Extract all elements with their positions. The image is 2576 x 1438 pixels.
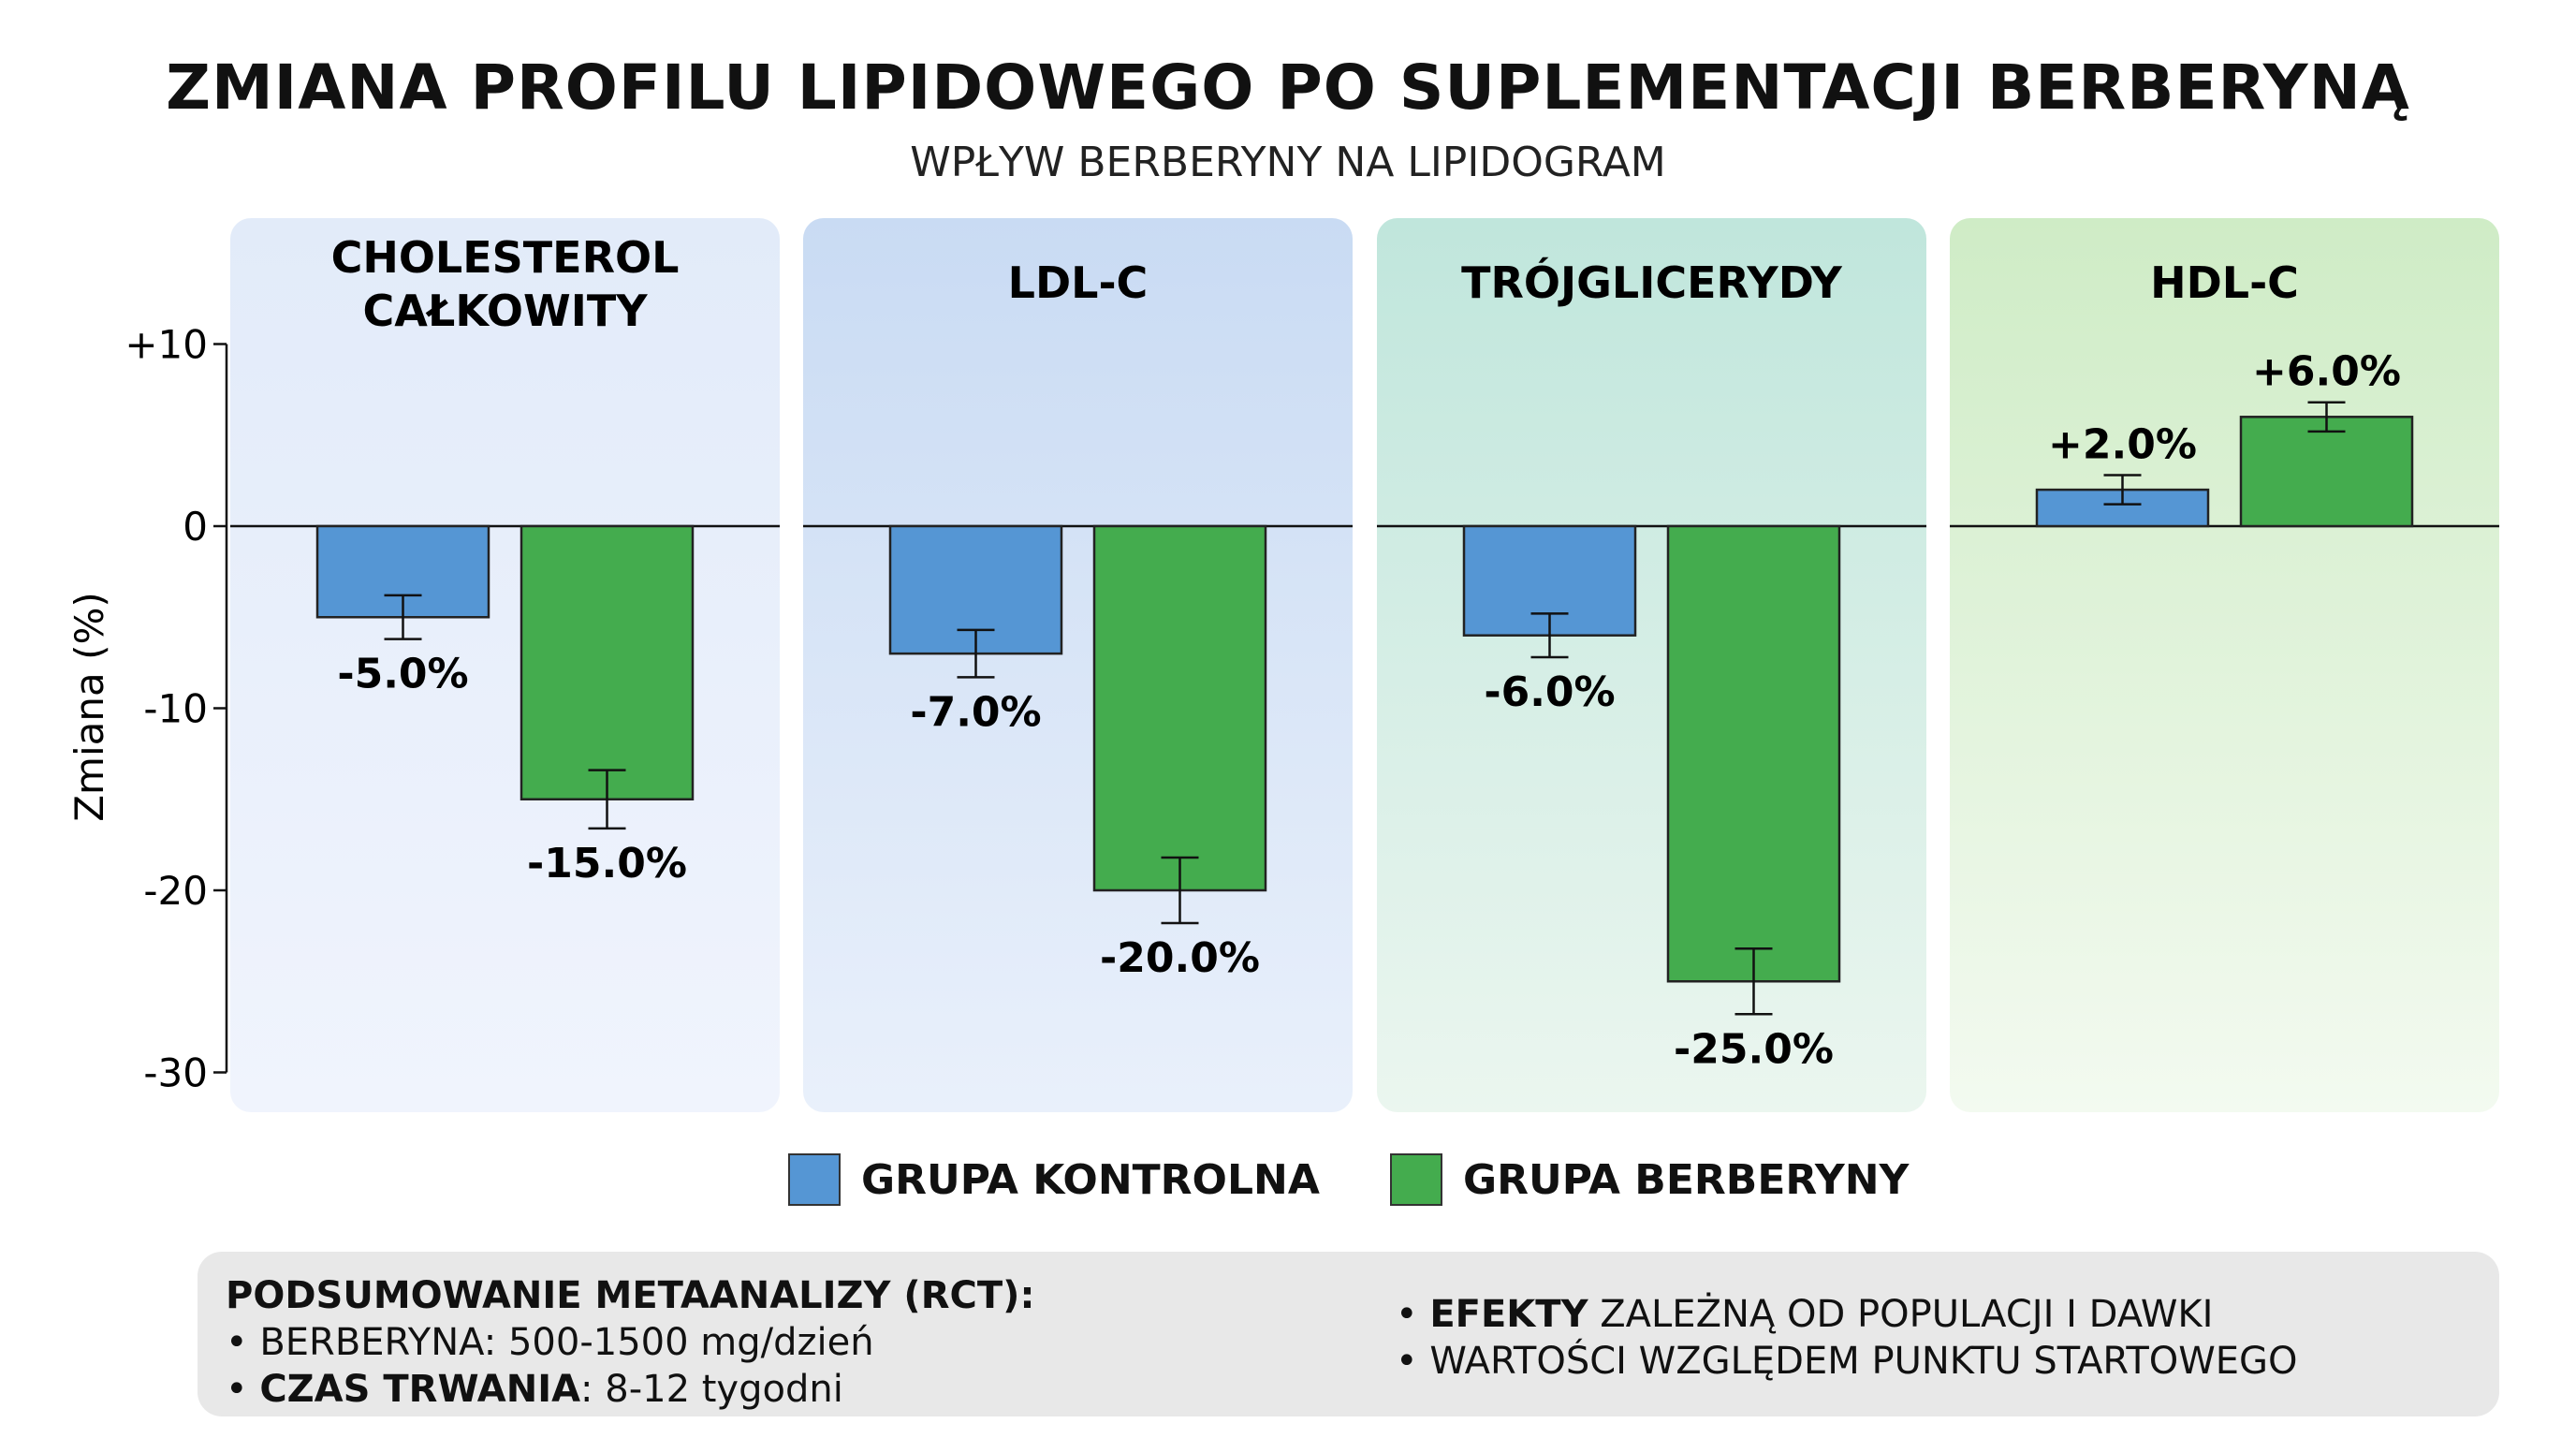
y-tick-label: -30 [143, 1050, 208, 1096]
bar [2239, 416, 2414, 528]
summary-item: • CZAS TRWANIA: 8-12 tygodni [226, 1368, 843, 1411]
y-tick-label: +10 [124, 322, 208, 368]
panel-title: LDL-C [1008, 257, 1149, 308]
bar [1666, 524, 1841, 983]
summary-item: • BERBERYNA: 500-1500 mg/dzień [226, 1321, 874, 1364]
legend-swatch-berberine [1390, 1153, 1442, 1206]
data-label: -25.0% [1674, 1025, 1834, 1073]
data-label: -20.0% [1100, 934, 1260, 982]
y-tick-label: -10 [143, 686, 208, 732]
data-label: -6.0% [1484, 668, 1615, 716]
panel-background [1377, 218, 1926, 1112]
bar [1092, 524, 1267, 892]
summary-item: • WARTOŚCI WZGLĘDEM PUNKTU STARTOWEGO [1396, 1340, 2298, 1383]
legend-swatch-control [788, 1153, 841, 1206]
panel-title: CAŁKOWITY [362, 286, 648, 336]
legend-item-control: GRUPA KONTROLNA [788, 1153, 1320, 1206]
chart-title: ZMIANA PROFILU LIPIDOWEGO PO SUPLEMENTAC… [166, 51, 2410, 124]
data-label: -5.0% [337, 651, 468, 698]
y-tick-label: 0 [183, 504, 208, 550]
data-label: -15.0% [527, 840, 687, 888]
chart-subtitle: WPŁYW BERBERYNY NA LIPIDOGRAM [910, 139, 1666, 186]
data-label: +2.0% [2048, 421, 2197, 469]
y-axis-label: Zmiana (%) [66, 592, 112, 821]
bar [520, 524, 695, 800]
panel-title: TRÓJGLICERYDY [1461, 257, 1842, 308]
legend-item-berberine: GRUPA BERBERYNY [1390, 1153, 1909, 1206]
legend-label-control: GRUPA KONTROLNA [861, 1155, 1320, 1204]
summary-box: PODSUMOWANIE METAANALIZY (RCT): • BERBER… [198, 1252, 2499, 1416]
y-tick-label: -20 [143, 868, 208, 914]
data-label: +6.0% [2252, 348, 2401, 396]
summary-heading: PODSUMOWANIE METAANALIZY (RCT): [226, 1274, 1035, 1317]
panel-background [803, 218, 1353, 1112]
panel-title: HDL-C [2150, 257, 2299, 308]
legend-label-berberine: GRUPA BERBERYNY [1463, 1155, 1910, 1204]
panel-background [230, 218, 780, 1112]
summary-item: • EFEKTY ZALEŻNĄ OD POPULACJI I DAWKI [1396, 1293, 2214, 1336]
panel-background [1950, 218, 2499, 1112]
data-label: -7.0% [910, 688, 1041, 736]
panel-title: CHOLESTEROL [331, 232, 680, 283]
